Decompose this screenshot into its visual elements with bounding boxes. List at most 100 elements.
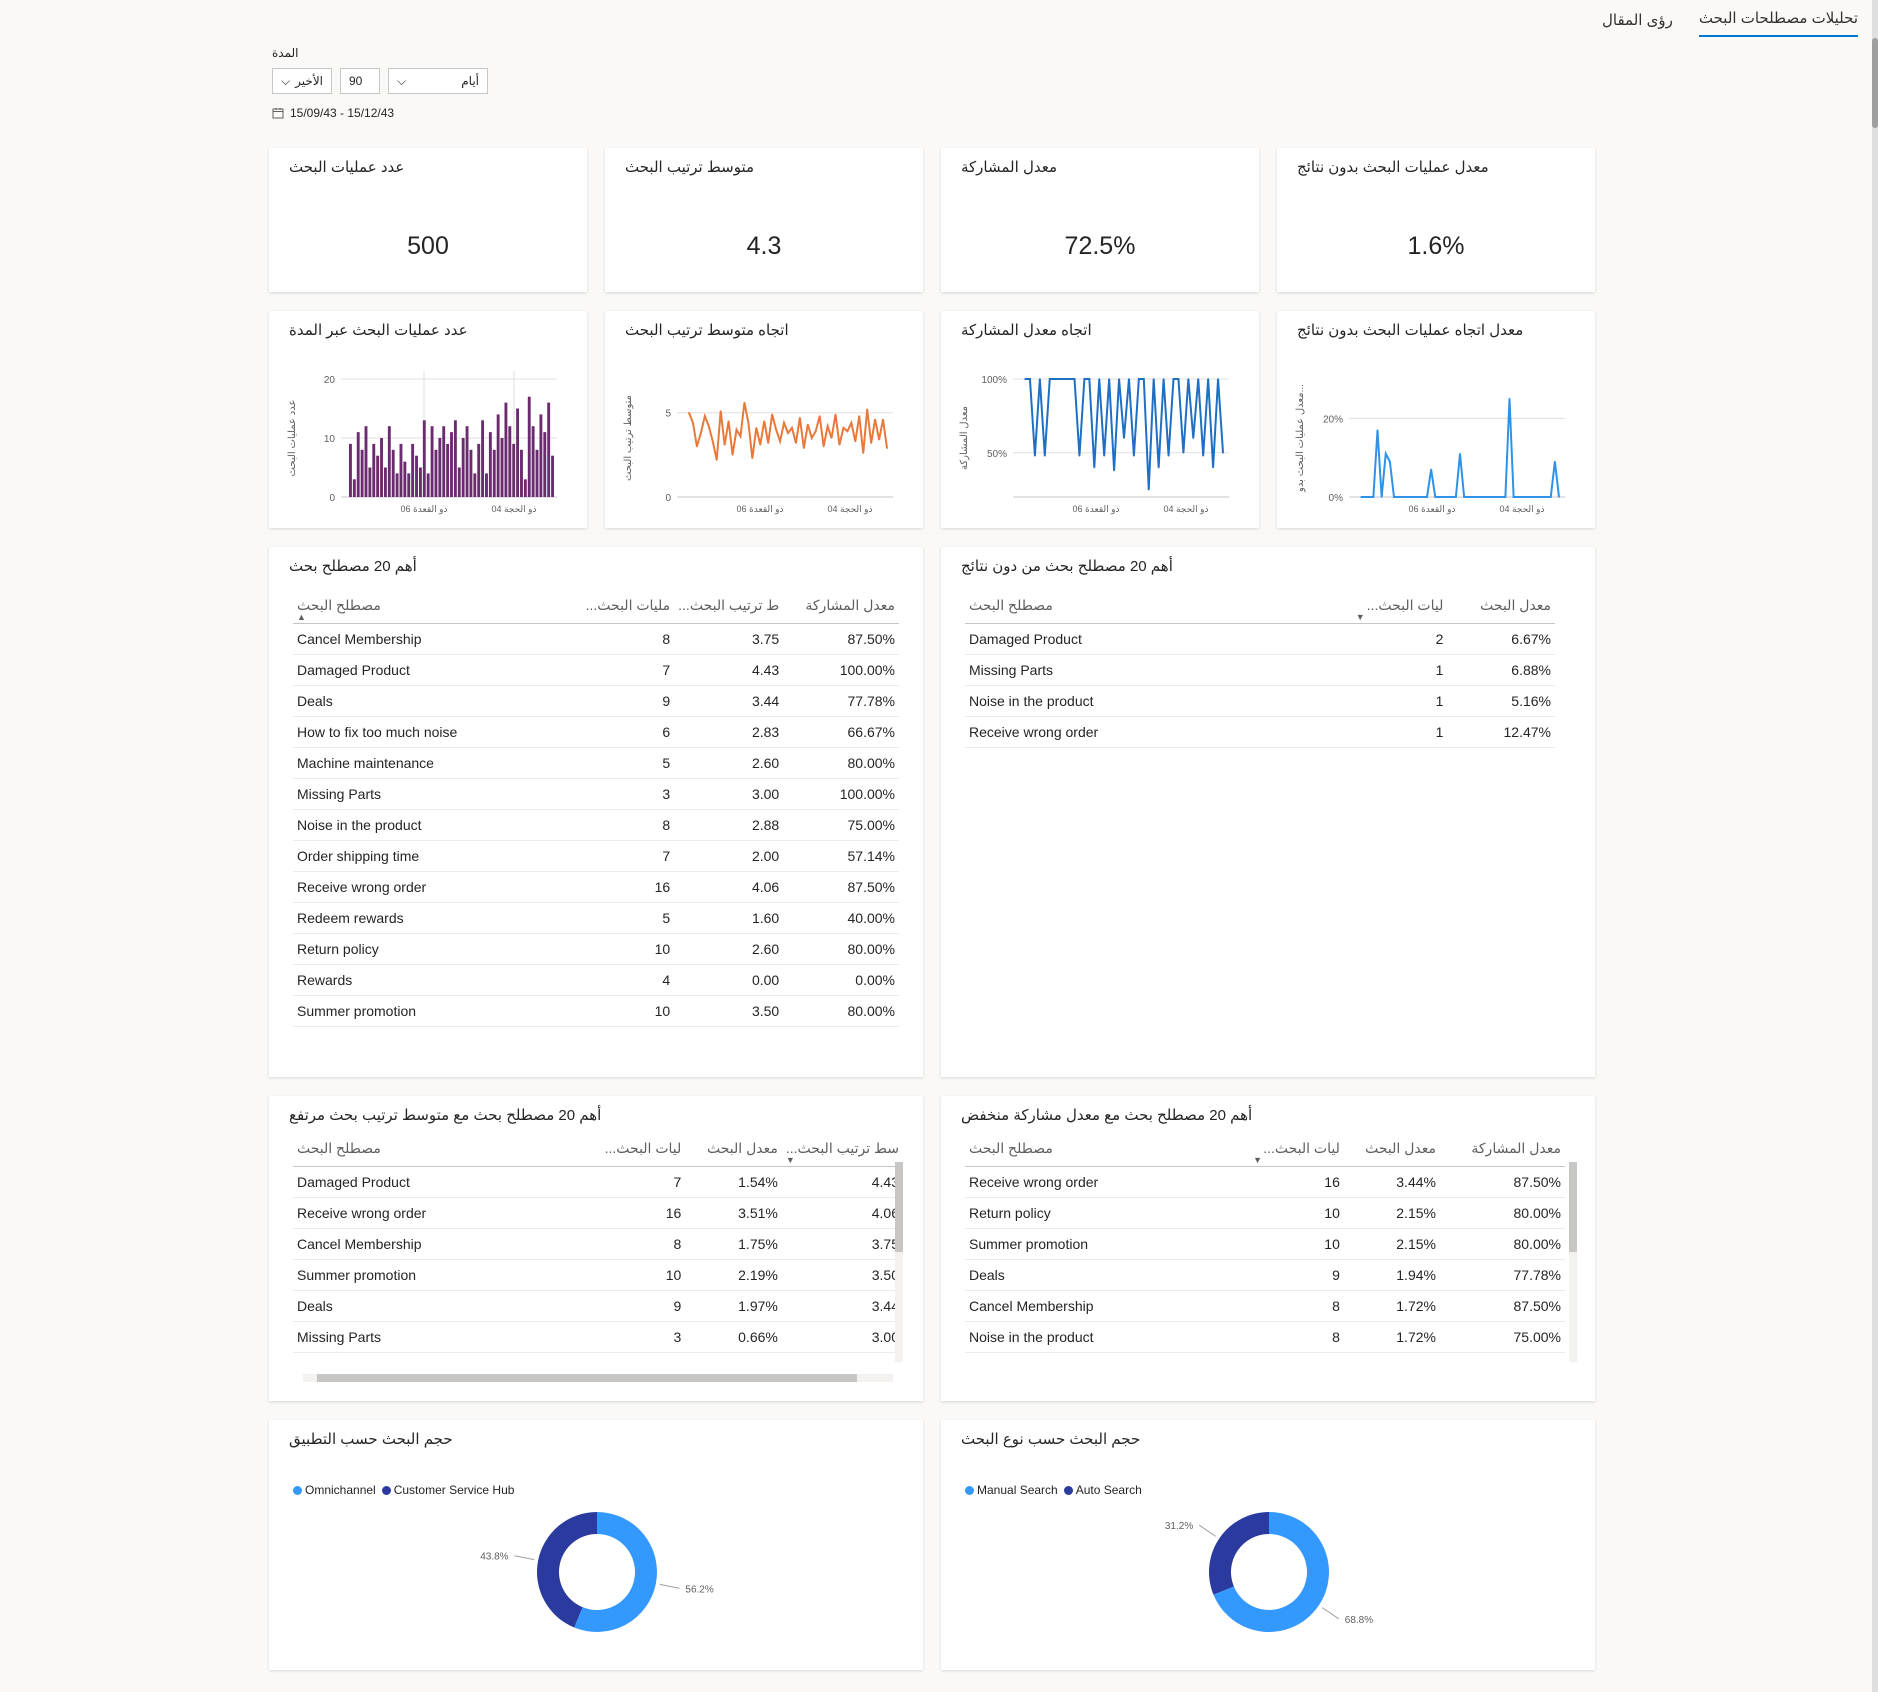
col-header-search-rate[interactable]: معدل البحث: [1343, 1130, 1440, 1167]
table-row[interactable]: Damaged Product 7 4.43 100.00%: [293, 654, 899, 686]
volume-by-app-donut[interactable]: 56.2% 43.8%: [269, 1420, 923, 1670]
table-row[interactable]: Deals 9 1.97% 3.44: [293, 1290, 903, 1322]
table-scrollbar-v-thumb[interactable]: [1569, 1162, 1577, 1252]
bar: [372, 443, 376, 497]
table-row[interactable]: Receive wrong order 16 3.51% 4.06: [293, 1197, 903, 1229]
search-count-chart[interactable]: عدد عمليات البحث 20 10 0 06 ذو القعدة 04 ذو ا…: [269, 311, 587, 528]
table-row[interactable]: Deals 9 1.94% 77.78%: [965, 1259, 1565, 1291]
table-row[interactable]: Noise in the product 8 2.88 75.00%: [293, 809, 899, 841]
table-row[interactable]: Noise in the product 8 1.72% 75.00%: [965, 1321, 1565, 1353]
table-scrollbar-v[interactable]: [895, 1162, 903, 1362]
table-row[interactable]: Missing Parts 3 0.66% 3.00: [293, 1321, 903, 1353]
col-header-engagement[interactable]: معدل المشاركة: [1439, 1130, 1565, 1167]
data-point: [783, 422, 785, 424]
table-row[interactable]: Summer promotion 10 2.19% 3.50: [293, 1259, 903, 1291]
cell-value: 4: [567, 964, 675, 996]
no-results-trend-chart[interactable]: معدل عمليات البحث بدو... 20% 0% 06 ذو القعد…: [1277, 311, 1595, 528]
cell-term: Summer promotion: [965, 1228, 1248, 1260]
col-header-label: ...ليات البحث: [1263, 1139, 1340, 1156]
engagement-trend-chart[interactable]: معدل المشاركة 100% 50% 06 ذو القعدة 04 ذو ال…: [941, 311, 1259, 528]
data-point: [696, 445, 698, 448]
table-row[interactable]: Summer promotion 10 2.15% 80.00%: [965, 1228, 1565, 1260]
col-header-term[interactable]: مصطلح البحث ▲: [293, 587, 568, 624]
data-point: [878, 438, 880, 441]
cell-value: 40.00%: [783, 902, 899, 934]
bar: [504, 402, 508, 497]
cell-term: Summer promotion: [293, 1259, 589, 1291]
tab-search-term-analytics[interactable]: تحليلات مصطلحات البحث: [1698, 3, 1858, 37]
col-header-count[interactable]: ...ليات البحث: [588, 1130, 686, 1167]
table-row[interactable]: Damaged Product 2 6.67%: [965, 623, 1555, 655]
table-row[interactable]: Receive wrong order 16 3.44% 87.50%: [965, 1166, 1565, 1198]
table-row[interactable]: Summer promotion 10 3.50 80.00%: [293, 995, 899, 1027]
table-row[interactable]: Missing Parts 3 3.00 100.00%: [293, 778, 899, 810]
data-point: [735, 428, 738, 431]
table-row[interactable]: Deals 9 3.44 77.78%: [293, 685, 899, 717]
col-header-term[interactable]: مصطلح البحث: [965, 587, 1340, 624]
col-header-count[interactable]: ...ليات البحث ▼: [1247, 1130, 1344, 1167]
tab-article-insights[interactable]: رؤى المقال: [1602, 12, 1673, 29]
col-header-term[interactable]: مصطلح البحث: [293, 1130, 589, 1167]
bar: [380, 438, 383, 497]
table-row[interactable]: Missing Parts 1 6.88%: [965, 654, 1555, 686]
page-scrollbar-thumb[interactable]: [1872, 38, 1878, 128]
data-point: [842, 427, 845, 429]
legend-item[interactable]: Omnichannel: [293, 1483, 376, 1497]
period-unit-select[interactable]: ⌵ أيام: [388, 68, 488, 94]
data-point: [1364, 496, 1366, 498]
table-row[interactable]: Receive wrong order 16 4.06 87.50%: [293, 871, 899, 903]
legend-item[interactable]: Customer Service Hub: [381, 1483, 514, 1497]
legend-item[interactable]: Manual Search: [965, 1483, 1058, 1497]
col-header-search-rate[interactable]: معدل البحث: [1447, 587, 1555, 624]
table-row[interactable]: Noise in the product 1 5.16%: [965, 685, 1555, 717]
avg-rank-chart-card: اتجاه متوسط ترتيب البحث متوسط ترتيب البح…: [605, 311, 923, 528]
table-row[interactable]: Cancel Membership 8 1.75% 3.75: [293, 1228, 903, 1260]
avg-rank-trend-chart[interactable]: متوسط ترتيب البحث 5 0 06 ذو القعدة 04 ذو الح…: [605, 311, 923, 528]
col-header-engagement[interactable]: معدل المشاركة: [783, 587, 899, 624]
table-row[interactable]: Redeem rewards 5 1.60 40.00%: [293, 902, 899, 934]
bar: [469, 449, 473, 497]
y-tick-label: 0: [329, 493, 335, 504]
chart-title: اتجاه متوسط ترتيب البحث: [625, 322, 789, 339]
table-row[interactable]: Order shipping time 7 2.00 57.14%: [293, 840, 899, 872]
volume-by-type-donut[interactable]: 68.8% 31.2%: [941, 1420, 1595, 1670]
table-scrollbar-h[interactable]: [303, 1374, 893, 1382]
col-header-label: ...ليات البحث: [1366, 596, 1444, 613]
bar: [438, 438, 442, 497]
table-row[interactable]: How to fix too much noise 6 2.83 66.67%: [293, 716, 899, 748]
legend-item[interactable]: Auto Search: [1063, 1483, 1142, 1497]
bar: [523, 479, 527, 497]
col-header-count[interactable]: ...مليات البحث: [567, 587, 675, 624]
data-point: [1147, 488, 1150, 491]
bar: [430, 426, 434, 497]
table-row[interactable]: Return policy 10 2.60 80.00%: [293, 933, 899, 965]
table-row[interactable]: Receive wrong order 1 12.47%: [965, 716, 1555, 748]
col-header-avg-rank[interactable]: ...ط ترتيب البحث: [674, 587, 784, 624]
slice-label: 31.2%: [1165, 1521, 1193, 1532]
col-header-search-rate[interactable]: معدل البحث: [685, 1130, 782, 1167]
cell-value: 3.50: [674, 995, 784, 1027]
kpi-value: 4.3: [746, 232, 782, 260]
col-header-count[interactable]: ...ليات البحث ▼: [1339, 587, 1448, 624]
table-scrollbar-v-thumb[interactable]: [895, 1162, 903, 1252]
table-row[interactable]: Cancel Membership 8 3.75 87.50%: [293, 623, 899, 655]
data-point: [814, 430, 817, 433]
bar: [364, 426, 368, 497]
cell-value: 80.00%: [783, 995, 899, 1027]
col-header-avg-rank[interactable]: ...سط ترتيب البحث ▼: [781, 1130, 903, 1167]
cell-term: Return policy: [293, 933, 568, 965]
table-row[interactable]: Damaged Product 7 1.54% 4.43: [293, 1166, 903, 1198]
table-row[interactable]: Return policy 10 2.15% 80.00%: [965, 1197, 1565, 1229]
cell-term: Cancel Membership: [293, 623, 568, 655]
data-point: [1024, 378, 1026, 380]
table-row[interactable]: Cancel Membership 8 1.72% 87.50%: [965, 1290, 1565, 1322]
table-scrollbar-v[interactable]: [1569, 1162, 1577, 1362]
relative-select[interactable]: ⌵ الأخير: [272, 68, 332, 94]
table-row[interactable]: Machine maintenance 5 2.60 80.00%: [293, 747, 899, 779]
data-point: [1512, 496, 1515, 498]
table-scrollbar-h-thumb[interactable]: [317, 1374, 857, 1382]
page-scrollbar[interactable]: [1872, 0, 1878, 1692]
table-row[interactable]: Rewards 4 0.00 0.00%: [293, 964, 899, 996]
period-number-input[interactable]: 90: [340, 68, 380, 94]
col-header-term[interactable]: مصطلح البحث: [965, 1130, 1248, 1167]
